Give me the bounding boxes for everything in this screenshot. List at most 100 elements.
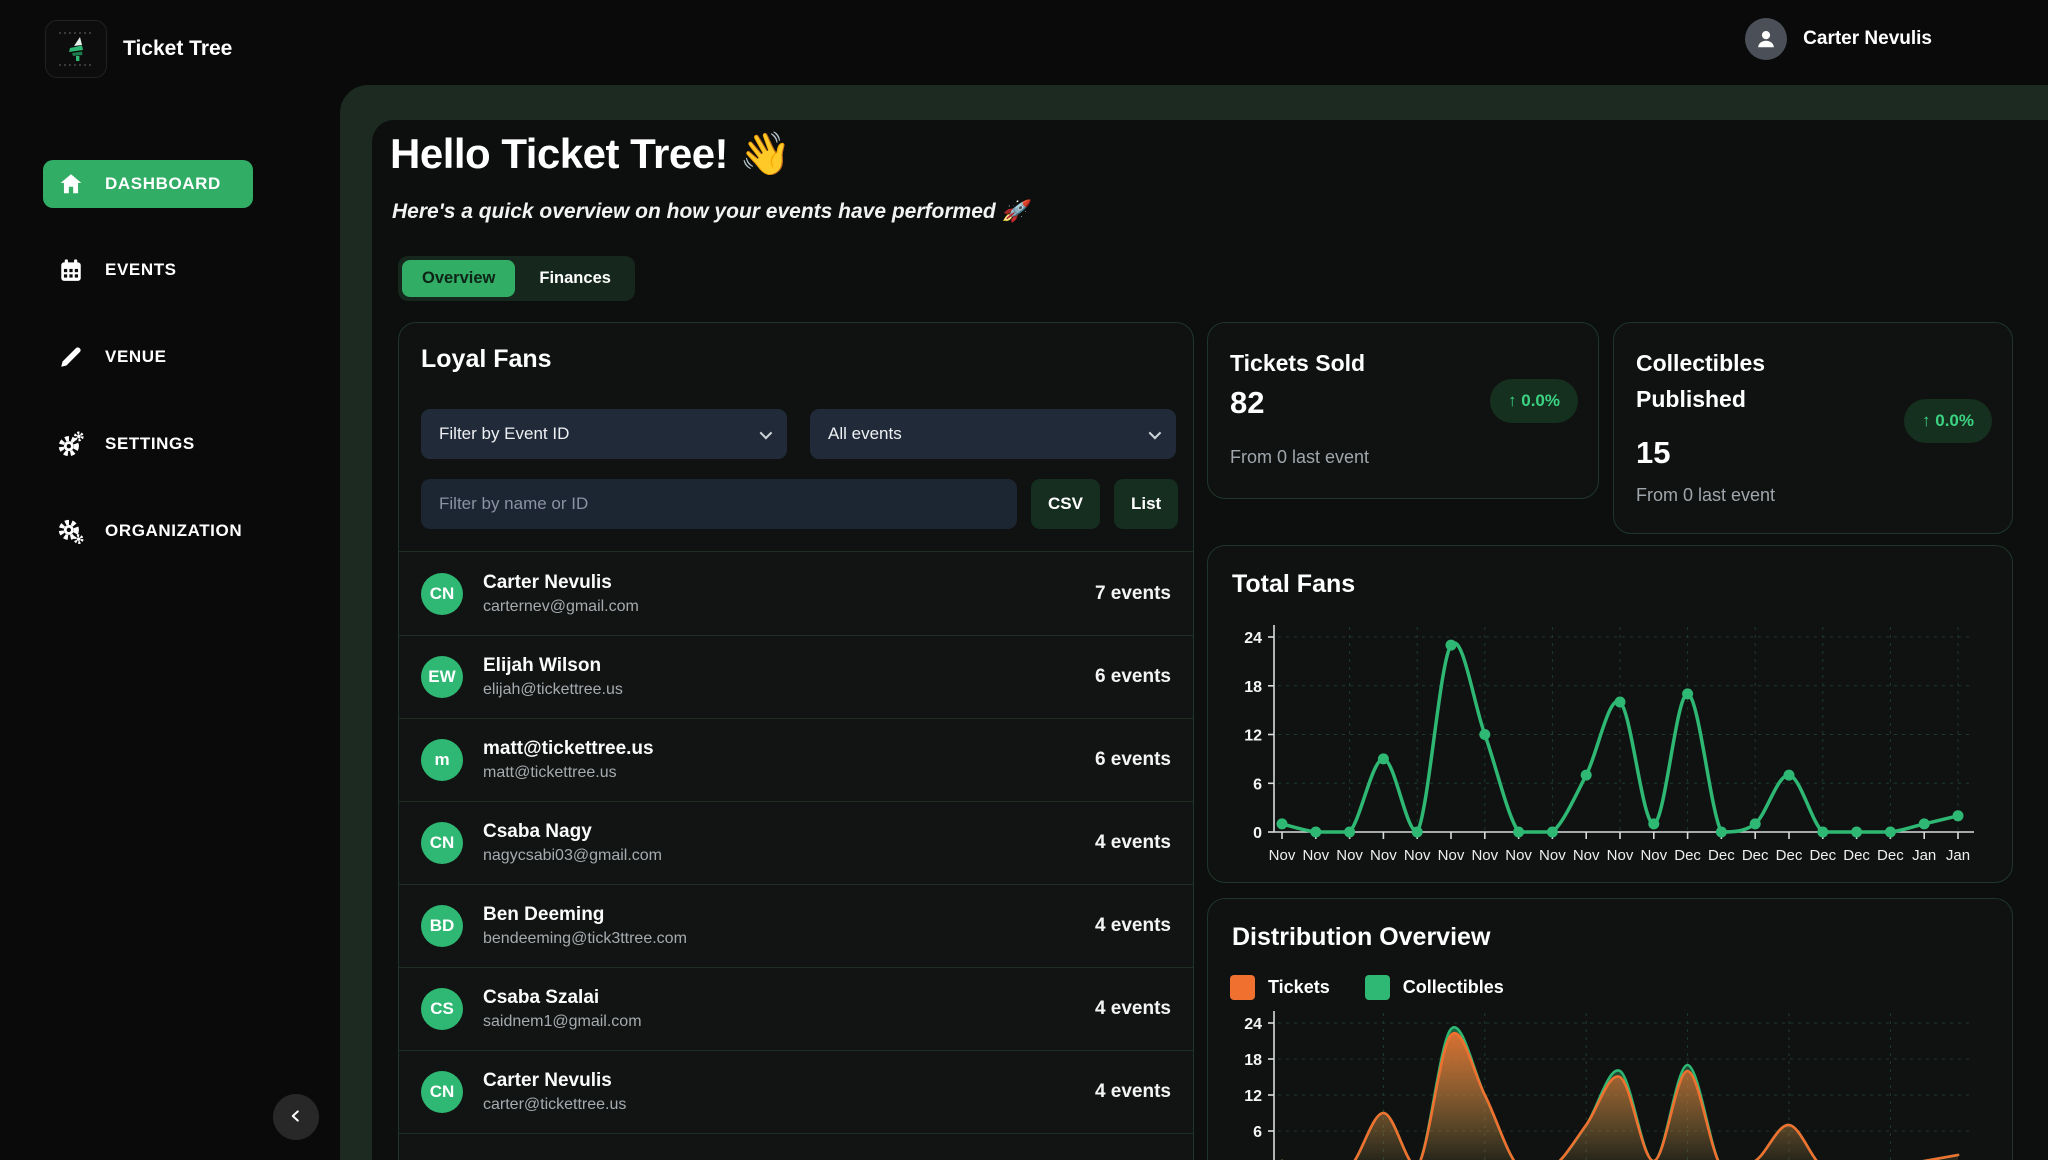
fan-name: matt@tickettree.us	[483, 738, 654, 759]
svg-text:Jan: Jan	[1912, 847, 1936, 864]
fan-name: Carter Nevulis	[483, 1070, 612, 1091]
fan-email: carter@tickettree.us	[483, 1096, 627, 1113]
fan-email: carternev@gmail.com	[483, 597, 639, 615]
stat-title: Collectibles Published	[1636, 350, 1766, 412]
app-logo: Ticket Tree	[45, 20, 232, 78]
svg-text:Dec: Dec	[1809, 847, 1836, 864]
fan-avatar: CN	[421, 822, 463, 864]
svg-text:Nov: Nov	[1404, 847, 1431, 864]
sidebar-item-label: SETTINGS	[105, 434, 195, 453]
list-view-button[interactable]: List	[1113, 479, 1179, 529]
stat-title: Tickets Sold	[1230, 350, 1366, 376]
change-badge: ↑ 0.0%	[1904, 399, 1992, 443]
svg-text:Nov: Nov	[1607, 847, 1634, 864]
svg-text:24: 24	[1244, 630, 1262, 647]
event-id-select[interactable]: Filter by Event ID	[421, 409, 787, 459]
fan-row[interactable]	[399, 1133, 1193, 1160]
user-name: Carter Nevulis	[1803, 28, 1932, 49]
sidebar-item-events[interactable]: EVENTS	[43, 246, 253, 294]
svg-text:Nov: Nov	[1573, 847, 1600, 864]
chart-legend: Tickets Collectibles	[1230, 975, 1526, 1000]
svg-text:Nov: Nov	[1505, 847, 1532, 864]
gears-icon	[57, 517, 85, 545]
tickets-legend-label: Tickets	[1268, 977, 1330, 997]
distribution-title: Distribution Overview	[1232, 923, 1491, 951]
collectibles-published-card: Collectibles Published 15 ↑ 0.0% From 0 …	[1613, 322, 2013, 534]
fan-event-count: 4 events	[1094, 998, 1171, 1019]
fan-email: bendeeming@tick3ttree.com	[483, 930, 687, 947]
user-menu[interactable]: Carter Nevulis	[1745, 18, 1932, 60]
fan-event-count: 6 events	[1094, 749, 1171, 770]
sidebar-collapse-button[interactable]	[273, 1094, 319, 1140]
fan-event-count: 4 events	[1094, 1081, 1171, 1102]
fan-row[interactable]: CN Carter Nevulis carter@tickettree.us 4…	[399, 1050, 1193, 1133]
fan-list: CN Carter Nevulis carternev@gmail.com 7 …	[399, 551, 1193, 1160]
tickets-legend-swatch	[1230, 975, 1255, 1000]
svg-text:Nov: Nov	[1269, 847, 1296, 864]
svg-text:Jan: Jan	[1946, 847, 1970, 864]
fan-row[interactable]: EW Elijah Wilson elijah@tickettree.us 6 …	[399, 635, 1193, 718]
fan-event-count: 4 events	[1094, 832, 1171, 853]
loyal-fans-title: Loyal Fans	[421, 345, 552, 373]
total-fans-panel: Total Fans 0 6 12 18 24 Nov Nov Nov Nov Nov Nov Nov…	[1207, 545, 2013, 883]
total-fans-chart: 0 6 12 18 24 Nov Nov Nov Nov Nov Nov Nov Nov Nov Nov No…	[1244, 625, 1974, 864]
sidebar-item-organization[interactable]: ORGANIZATION	[43, 507, 253, 555]
sidebar-item-label: ORGANIZATION	[105, 521, 243, 540]
csv-export-button[interactable]: CSV	[1031, 479, 1100, 529]
svg-text:18: 18	[1244, 1052, 1262, 1069]
svg-text:Nov: Nov	[1438, 847, 1465, 864]
all-events-select[interactable]: All events	[810, 409, 1176, 459]
sidebar: Ticket Tree DASHBOARD EVENTS	[0, 0, 340, 1160]
svg-text:24: 24	[1244, 1016, 1262, 1033]
chevron-left-icon	[285, 1105, 307, 1130]
svg-text:18: 18	[1244, 679, 1262, 696]
sidebar-item-dashboard[interactable]: DASHBOARD	[43, 160, 253, 208]
sidebar-item-settings[interactable]: SETTINGS	[43, 420, 253, 468]
ticket-tree-logo-icon	[45, 20, 107, 78]
tab-finances[interactable]: Finances	[519, 260, 631, 297]
sidebar-item-venue[interactable]: VENUE	[43, 333, 253, 381]
svg-text:Nov: Nov	[1640, 847, 1667, 864]
svg-text:12: 12	[1244, 1088, 1262, 1105]
fan-row[interactable]: CN Carter Nevulis carternev@gmail.com 7 …	[399, 552, 1193, 635]
fan-row[interactable]: CS Csaba Szalai saidnem1@gmail.com 4 eve…	[399, 967, 1193, 1050]
loyal-fans-panel: Loyal Fans Filter by Event ID All events…	[398, 322, 1194, 1160]
fan-event-count: 6 events	[1094, 666, 1171, 687]
stat-subtext: From 0 last event	[1230, 447, 1370, 467]
user-avatar-icon	[1745, 18, 1788, 60]
gear-icon	[57, 430, 85, 458]
sidebar-item-label: VENUE	[105, 347, 167, 366]
content-card: Hello Ticket Tree! 👋 Here's a quick over…	[372, 120, 2048, 1160]
fan-avatar: EW	[421, 656, 463, 698]
tab-bar: Overview Finances	[398, 256, 635, 301]
fan-email: matt@tickettree.us	[483, 764, 617, 781]
fan-row[interactable]: m matt@tickettree.us matt@tickettree.us …	[399, 718, 1193, 801]
page-subtitle: Here's a quick overview on how your even…	[392, 200, 1028, 223]
svg-text:6: 6	[1253, 776, 1262, 793]
calendar-icon	[57, 256, 85, 284]
app-title: Ticket Tree	[123, 37, 233, 60]
svg-text:Nov: Nov	[1370, 847, 1397, 864]
svg-text:Nov: Nov	[1336, 847, 1363, 864]
tab-overview[interactable]: Overview	[402, 260, 516, 297]
fan-event-count: 4 events	[1094, 915, 1171, 936]
fan-row[interactable]: CN Csaba Nagy nagycsabi03@gmail.com 4 ev…	[399, 801, 1193, 884]
event-id-select-value: Filter by Event ID	[439, 424, 570, 443]
fan-name: Elijah Wilson	[483, 655, 602, 676]
fan-row[interactable]: BD Ben Deeming bendeeming@tick3ttree.com…	[399, 884, 1193, 967]
svg-text:Nov: Nov	[1471, 847, 1498, 864]
fan-avatar: BD	[421, 905, 463, 947]
sidebar-item-label: EVENTS	[105, 260, 177, 279]
svg-text:Nov: Nov	[1302, 847, 1329, 864]
page-title: Hello Ticket Tree! 👋	[390, 130, 792, 177]
main-wrapper: Hello Ticket Tree! 👋 Here's a quick over…	[340, 85, 2048, 1160]
distribution-chart: 06121824NovNovNovNovNovNovNovNovNovNovNo…	[1244, 1011, 1974, 1160]
chevron-down-icon	[759, 426, 773, 439]
svg-text:Nov: Nov	[1539, 847, 1566, 864]
fan-event-count: 7 events	[1094, 582, 1171, 604]
fan-name: Carter Nevulis	[483, 571, 612, 593]
collectibles-legend-label: Collectibles	[1402, 977, 1504, 997]
fan-search-input[interactable]	[421, 479, 1017, 529]
fan-email: elijah@tickettree.us	[483, 681, 623, 698]
